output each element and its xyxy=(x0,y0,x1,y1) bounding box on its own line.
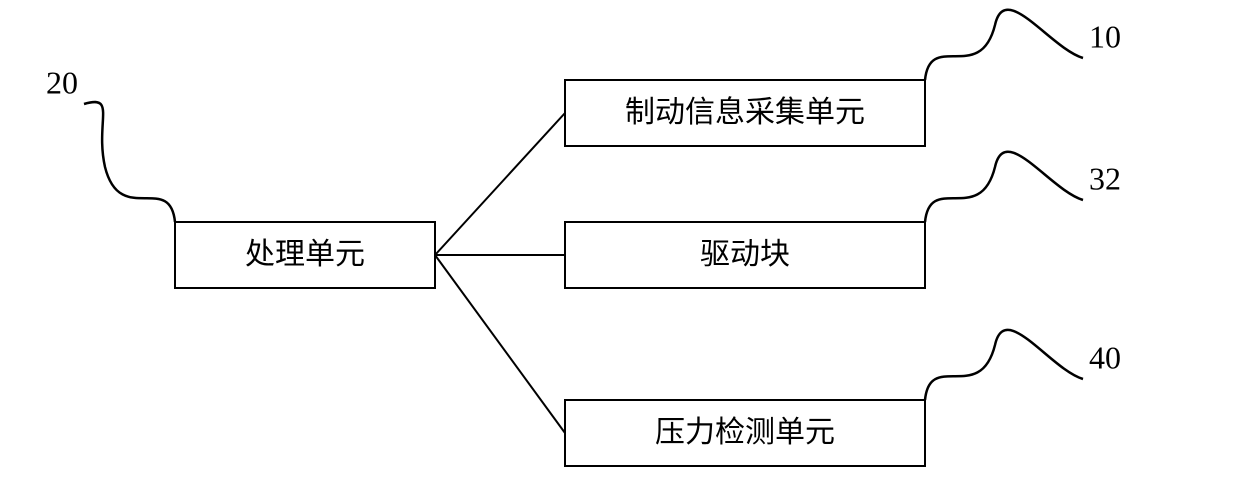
callout-label-pressure: 40 xyxy=(1089,339,1121,375)
node-processing: 处理单元 xyxy=(175,222,435,288)
node-drive_block: 驱动块 xyxy=(565,222,925,288)
callout-line-pressure xyxy=(925,330,1083,400)
callout-label-brake_info: 10 xyxy=(1089,18,1121,54)
callout-line-drive_block xyxy=(925,152,1083,222)
node-label-brake_info: 制动信息采集单元 xyxy=(625,96,865,129)
edge-processing-pressure xyxy=(435,255,565,433)
node-label-processing: 处理单元 xyxy=(245,238,365,271)
callout-line-processing xyxy=(84,102,175,222)
node-label-drive_block: 驱动块 xyxy=(700,238,790,271)
node-label-pressure: 压力检测单元 xyxy=(655,416,835,449)
node-pressure: 压力检测单元 xyxy=(565,400,925,466)
callout-label-drive_block: 32 xyxy=(1089,160,1121,196)
callout-label-processing: 20 xyxy=(46,64,78,100)
node-brake_info: 制动信息采集单元 xyxy=(565,80,925,146)
callout-line-brake_info xyxy=(925,10,1083,80)
edge-processing-brake_info xyxy=(435,113,565,255)
